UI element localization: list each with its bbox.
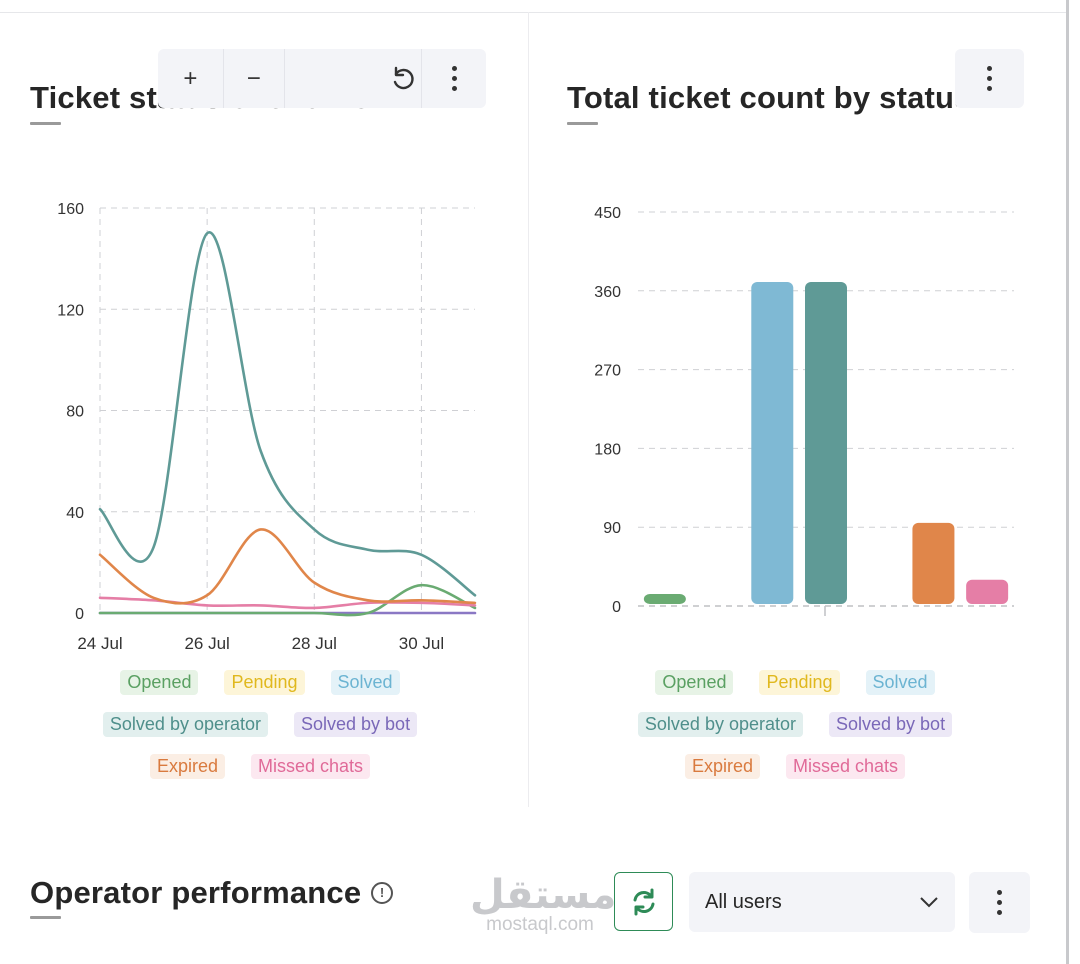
legend-missed-chats[interactable]: Missed chats bbox=[785, 754, 906, 779]
legend-solved-by-operator[interactable]: Solved by operator bbox=[102, 712, 268, 737]
operator-title-underline bbox=[30, 916, 61, 919]
watermark-latin: mostaql.com bbox=[486, 914, 594, 935]
right-chart-menu-button[interactable] bbox=[955, 49, 1024, 108]
y-tick-label: 40 bbox=[66, 505, 84, 522]
watermark: مستقل mostaql.com bbox=[470, 872, 617, 935]
reset-icon bbox=[394, 66, 414, 89]
y-tick-label: 90 bbox=[603, 520, 621, 537]
y-tick-label: 0 bbox=[75, 606, 84, 623]
legend-solved-by-bot[interactable]: Solved by bot bbox=[829, 712, 953, 737]
legend-opened[interactable]: Opened bbox=[655, 670, 734, 695]
legend-opened[interactable]: Opened bbox=[120, 670, 199, 695]
y-tick-label: 450 bbox=[594, 205, 621, 222]
legend-solved[interactable]: Solved bbox=[865, 670, 935, 695]
legend-missed-chats[interactable]: Missed chats bbox=[250, 754, 371, 779]
legend-expired[interactable]: Expired bbox=[149, 754, 225, 779]
bar-solved bbox=[751, 282, 794, 604]
chart-toolbar: + − bbox=[158, 49, 486, 108]
right-card-title: Total ticket count by status bbox=[567, 80, 957, 115]
legend-solved[interactable]: Solved bbox=[330, 670, 400, 695]
x-tick-label: 26 Jul bbox=[184, 634, 229, 653]
refresh-icon bbox=[633, 888, 654, 915]
kebab-icon bbox=[997, 890, 1002, 895]
zoom-in-button[interactable]: + bbox=[158, 49, 224, 108]
bar-solved-by-operator bbox=[805, 282, 847, 604]
operator-title: Operator performance bbox=[30, 875, 362, 910]
left-chart-menu-button[interactable] bbox=[422, 49, 486, 108]
y-tick-label: 180 bbox=[594, 441, 621, 458]
legend-expired[interactable]: Expired bbox=[684, 754, 760, 779]
refresh-button[interactable] bbox=[614, 872, 673, 931]
watermark-arabic: مستقل bbox=[470, 872, 617, 918]
y-tick-label: 160 bbox=[57, 201, 84, 218]
y-tick-label: 360 bbox=[594, 284, 621, 301]
chevron-down-icon bbox=[920, 897, 938, 908]
operator-menu-button[interactable] bbox=[969, 872, 1030, 933]
scrollbar-track[interactable] bbox=[1066, 0, 1069, 964]
y-tick-label: 120 bbox=[57, 302, 84, 319]
bar-chart: 0 90 180 270 360 450 bbox=[594, 205, 1014, 616]
left-legend: Opened Pending Solved Solved by operator… bbox=[60, 670, 460, 779]
left-title-underline bbox=[30, 122, 61, 125]
user-select[interactable]: All users bbox=[689, 872, 955, 932]
x-tick-label: 24 Jul bbox=[77, 634, 122, 653]
y-tick-label: 80 bbox=[66, 404, 84, 421]
legend-pending[interactable]: Pending bbox=[759, 670, 840, 695]
line-series-expired bbox=[98, 528, 477, 605]
reset-zoom-button[interactable] bbox=[285, 49, 423, 108]
bar-expired bbox=[912, 522, 955, 604]
y-tick-label: 270 bbox=[594, 363, 621, 380]
top-divider bbox=[0, 12, 1066, 13]
user-select-value: All users bbox=[705, 890, 782, 913]
kebab-icon bbox=[987, 66, 992, 71]
line-chart: 0 40 80 120 160 24 Jul 26 Jul 28 Jul 30 Jul bbox=[57, 201, 477, 653]
bar-opened bbox=[643, 594, 686, 604]
bar-missed-chats bbox=[966, 579, 1009, 604]
zoom-out-button[interactable]: − bbox=[224, 49, 285, 108]
legend-solved-by-bot[interactable]: Solved by bot bbox=[294, 712, 418, 737]
legend-solved-by-operator[interactable]: Solved by operator bbox=[637, 712, 803, 737]
y-tick-label: 0 bbox=[612, 599, 621, 616]
kebab-icon bbox=[451, 66, 457, 71]
right-title-underline bbox=[567, 122, 598, 125]
legend-pending[interactable]: Pending bbox=[224, 670, 305, 695]
right-legend: Opened Pending Solved Solved by operator… bbox=[600, 670, 990, 779]
x-tick-label: 28 Jul bbox=[292, 634, 337, 653]
line-series-solved-by-operator bbox=[98, 231, 477, 597]
line-series-opened bbox=[98, 583, 477, 617]
x-tick-label: 30 Jul bbox=[399, 634, 444, 653]
panel-divider bbox=[528, 12, 529, 807]
info-icon[interactable]: ! bbox=[371, 882, 393, 904]
